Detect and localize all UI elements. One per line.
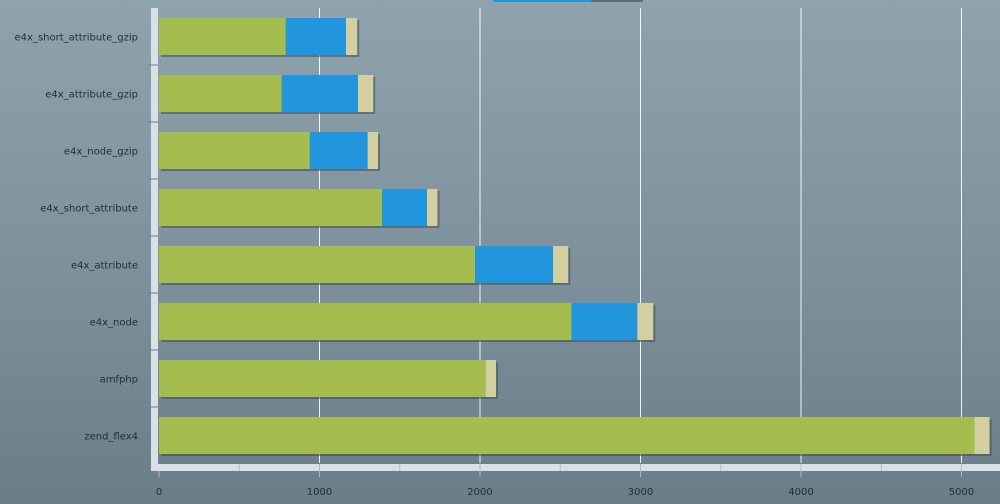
- bar-e4x_node_gzip-segment-3: [367, 132, 379, 169]
- category-labels: e4x_short_attribute_gzip e4x_attribute_gz…: [15, 33, 138, 443]
- legend-swatch-grey: [591, 0, 643, 2]
- category-label: e4x_node_gzip: [64, 147, 138, 158]
- tick-labels: 0 1000 2000 3000 4000 5000: [156, 487, 974, 498]
- bar-e4x_short_attribute-segment-3: [427, 189, 438, 226]
- axes: [148, 8, 1000, 477]
- bar-e4x_short_attribute_gzip-segment-2: [285, 18, 346, 55]
- tick-label-4000: 4000: [788, 487, 813, 498]
- category-label: amfphp: [100, 375, 138, 386]
- bar-e4x_short_attribute_gzip-segment-3: [345, 18, 358, 55]
- category-label: e4x_short_attribute_gzip: [15, 33, 138, 44]
- bar-e4x_attribute-segment-1: [159, 246, 476, 283]
- bar-e4x_short_attribute_gzip-segment-1: [159, 18, 286, 55]
- y-axis: [151, 8, 158, 471]
- tick-label-1000: 1000: [307, 487, 332, 498]
- bar-e4x_attribute-segment-2: [475, 246, 554, 283]
- tick-label-0: 0: [156, 487, 162, 498]
- bar-zend_flex4-segment-1: [159, 417, 975, 454]
- tick-label-3000: 3000: [628, 487, 653, 498]
- bar-amfphp-segment-3: [485, 360, 497, 397]
- x-axis: [151, 464, 1000, 471]
- bar-zend_flex4-segment-3: [974, 417, 990, 454]
- bar-e4x_node-segment-2: [571, 303, 638, 340]
- category-label: zend_flex4: [84, 432, 138, 443]
- bar-e4x_short_attribute-segment-1: [159, 189, 383, 226]
- bar-e4x_node_gzip-segment-2: [309, 132, 368, 169]
- tick-label-2000: 2000: [467, 487, 492, 498]
- bar-e4x_node-segment-1: [159, 303, 572, 340]
- bar-e4x_node_gzip-segment-1: [159, 132, 310, 169]
- bar-e4x_attribute_gzip-segment-1: [159, 75, 282, 112]
- bars: [159, 18, 992, 456]
- legend-swatch-blue: [493, 0, 591, 2]
- legend-fragment: [493, 0, 643, 2]
- tick-label-5000: 5000: [949, 487, 974, 498]
- bar-amfphp-segment-1: [159, 360, 486, 397]
- bar-e4x_node-segment-3: [637, 303, 654, 340]
- bar-e4x_attribute_gzip-segment-3: [358, 75, 374, 112]
- bar-e4x_attribute_gzip-segment-2: [281, 75, 359, 112]
- category-label: e4x_node: [90, 318, 138, 329]
- bar-e4x_attribute-segment-3: [553, 246, 569, 283]
- category-label: e4x_attribute_gzip: [45, 90, 138, 101]
- bar-e4x_short_attribute-segment-2: [382, 189, 428, 226]
- category-label: e4x_short_attribute: [40, 204, 138, 215]
- category-label: e4x_attribute: [71, 261, 138, 272]
